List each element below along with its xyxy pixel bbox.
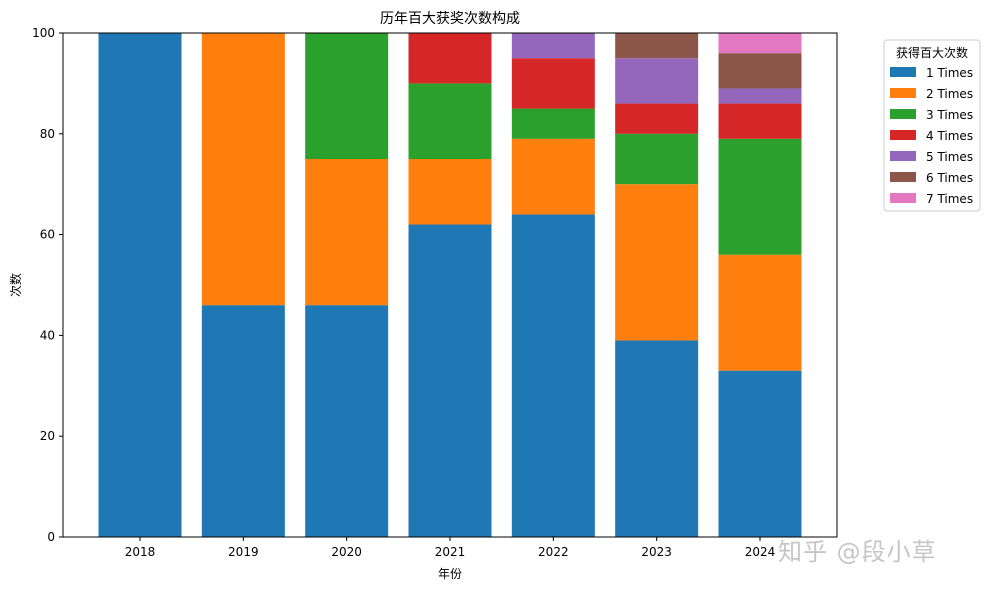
legend-label: 2 Times: [926, 87, 973, 101]
bar-segment-2022-2-times: [511, 138, 595, 215]
legend-swatch: [890, 193, 916, 203]
y-tick-label: 100: [32, 26, 55, 40]
bar-segment-2024-2-times: [718, 254, 802, 371]
bar-segment-2022-5-times: [511, 33, 595, 59]
bar-segment-2021-4-times: [408, 33, 492, 84]
y-tick-label: 20: [40, 429, 55, 443]
chart-title: 历年百大获奖次数构成: [380, 10, 520, 27]
watermark: 知乎 @段小草: [778, 538, 937, 566]
bar-segment-2023-6-times: [615, 33, 699, 59]
bar-segment-2023-2-times: [615, 184, 699, 341]
bar-segment-2020-1-times: [305, 305, 389, 537]
y-tick-label: 80: [40, 127, 55, 141]
bar-segment-2024-6-times: [718, 53, 802, 89]
legend-swatch: [890, 151, 916, 161]
bar-segment-2021-1-times: [408, 224, 492, 537]
x-axis-label: 年份: [438, 567, 462, 581]
legend-swatch: [890, 172, 916, 182]
bar-segment-2021-2-times: [408, 159, 492, 225]
bar-segment-2024-3-times: [718, 138, 802, 255]
bar-segment-2023-1-times: [615, 340, 699, 537]
legend-label: 3 Times: [926, 108, 973, 122]
legend-label: 4 Times: [926, 129, 973, 143]
legend-title: 获得百大次数: [896, 45, 968, 60]
legend-swatch: [890, 130, 916, 140]
y-tick-label: 60: [40, 228, 55, 242]
x-tick-label: 2021: [435, 545, 466, 559]
bar-segment-2024-7-times: [718, 33, 802, 54]
legend-box: [883, 39, 981, 212]
bar-segment-2020-2-times: [305, 159, 389, 306]
x-tick-label: 2018: [125, 545, 156, 559]
x-tick-label: 2022: [538, 545, 569, 559]
x-tick-label: 2024: [745, 545, 776, 559]
bar-segment-2022-3-times: [511, 108, 595, 139]
x-tick-label: 2023: [641, 545, 672, 559]
bar-segment-2022-1-times: [511, 214, 595, 537]
legend-label: 6 Times: [926, 171, 973, 185]
bar-segment-2020-3-times: [305, 33, 389, 159]
y-axis: 0 20 40 60 80 100: [32, 26, 63, 544]
y-tick-label: 0: [47, 530, 55, 544]
bar-segment-2018-1-times: [98, 33, 182, 537]
legend: 获得百大次数 1 Times 2 Times 3 Times 4 Times 5 Tim…: [883, 39, 981, 212]
legend-label: 7 Times: [926, 192, 973, 206]
bar-segment-2023-3-times: [615, 133, 699, 185]
legend-swatch: [890, 88, 916, 98]
legend-swatch: [890, 109, 916, 119]
bar-segment-2021-3-times: [408, 83, 492, 159]
bar-segment-2024-5-times: [718, 88, 802, 104]
bar-segment-2023-4-times: [615, 103, 699, 134]
x-axis: 2018 2019 2020 2021 2022 2023 2024: [125, 537, 776, 559]
bar-segment-2024-1-times: [718, 370, 802, 537]
bar-segment-2024-4-times: [718, 103, 802, 139]
legend-label: 1 Times: [926, 66, 973, 80]
legend-items: 1 Times 2 Times 3 Times 4 Times 5 Times 6 Tim…: [890, 66, 973, 206]
x-tick-label: 2019: [228, 545, 259, 559]
legend-label: 5 Times: [926, 150, 973, 164]
legend-swatch: [890, 67, 916, 77]
y-tick-label: 40: [40, 328, 55, 342]
bar-segment-2019-1-times: [201, 305, 285, 537]
y-axis-label: 次数: [8, 273, 23, 297]
bar-segment-2022-4-times: [511, 58, 595, 109]
bar-segment-2023-5-times: [615, 58, 699, 104]
bars-layer: [98, 33, 802, 537]
bar-segment-2019-2-times: [201, 33, 285, 306]
x-tick-label: 2020: [331, 545, 362, 559]
